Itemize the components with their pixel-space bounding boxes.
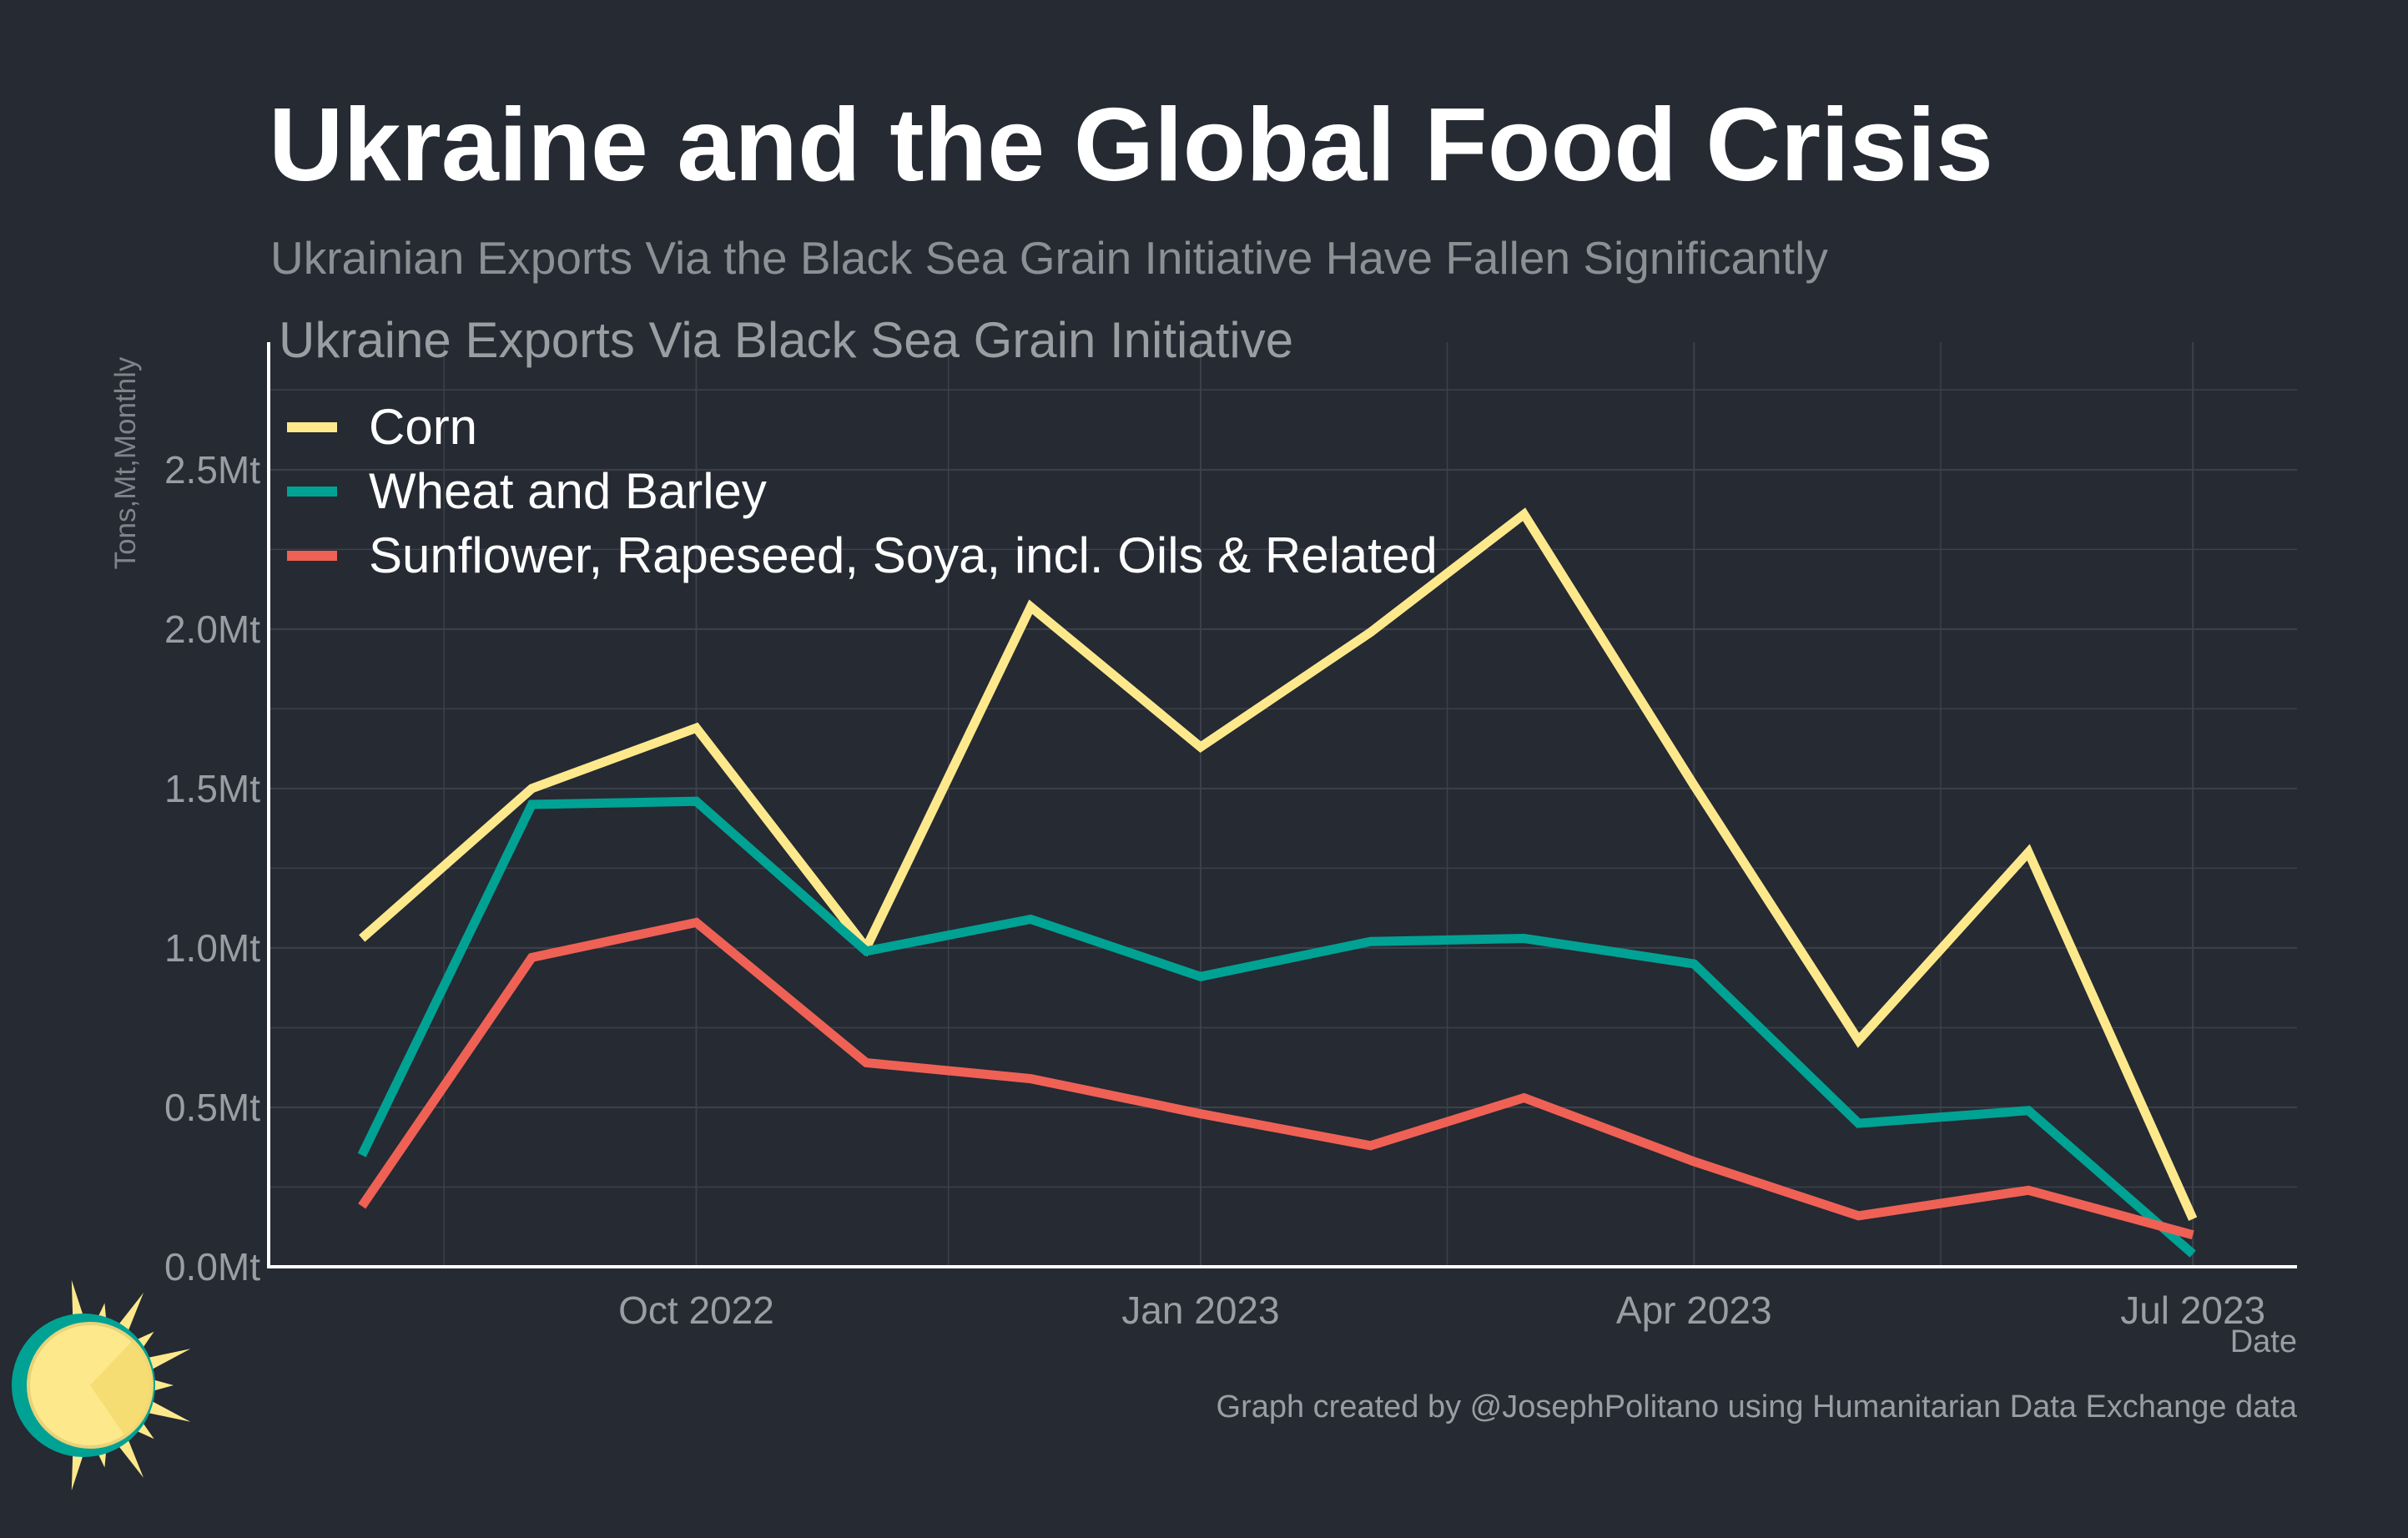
x-axis-label: Date [2230,1324,2297,1359]
x-tick-label: Apr 2023 [1616,1288,1772,1332]
y-tick-label: 1.5Mt [164,767,260,810]
page-subtitle: Ukrainian Exports Via the Black Sea Grai… [270,232,1828,284]
legend-label: Corn [369,399,477,455]
legend: Corn Wheat and Barley Sunflower, Rapeseed,… [287,399,1438,583]
x-tick-label: Jan 2023 [1121,1288,1279,1332]
y-tick-label: 0.5Mt [164,1086,260,1129]
legend-label: Wheat and Barley [369,463,767,519]
series-layer [357,507,2198,1258]
x-tick-label: Jul 2023 [2120,1288,2265,1332]
legend-item: Wheat and Barley [287,463,767,519]
footer-credit: Graph created by @JosephPolitano using H… [1216,1389,2297,1425]
x-tick-label: Oct 2022 [618,1288,774,1332]
series-line [358,917,2194,1240]
chart-title: Ukraine Exports Via Black Sea Grain Init… [279,312,1293,368]
legend-item: Sunflower, Rapeseed, Soya, incl. Oils & … [287,527,1438,583]
legend-item: Corn [287,399,477,455]
y-tick-label: 2.0Mt [164,608,260,651]
page-title: Ukraine and the Global Food Crisis [269,88,1994,203]
sun-logo-icon [12,1279,191,1491]
series-line [359,507,2198,1221]
y-tick-label: 0.0Mt [164,1245,260,1288]
y-tick-label: 2.5Mt [164,448,260,492]
y-axis-label: Tons,Mt,Monthly [109,356,142,569]
y-tick-label: 1.0Mt [164,926,260,970]
series-line [357,796,2196,1258]
legend-label: Sunflower, Rapeseed, Soya, incl. Oils & … [369,527,1438,583]
axis-layer: 0.0Mt 0.5Mt 1.0Mt 1.5Mt 2.0Mt 2.5Mt Oct 2022 Ja… [164,342,2297,1332]
